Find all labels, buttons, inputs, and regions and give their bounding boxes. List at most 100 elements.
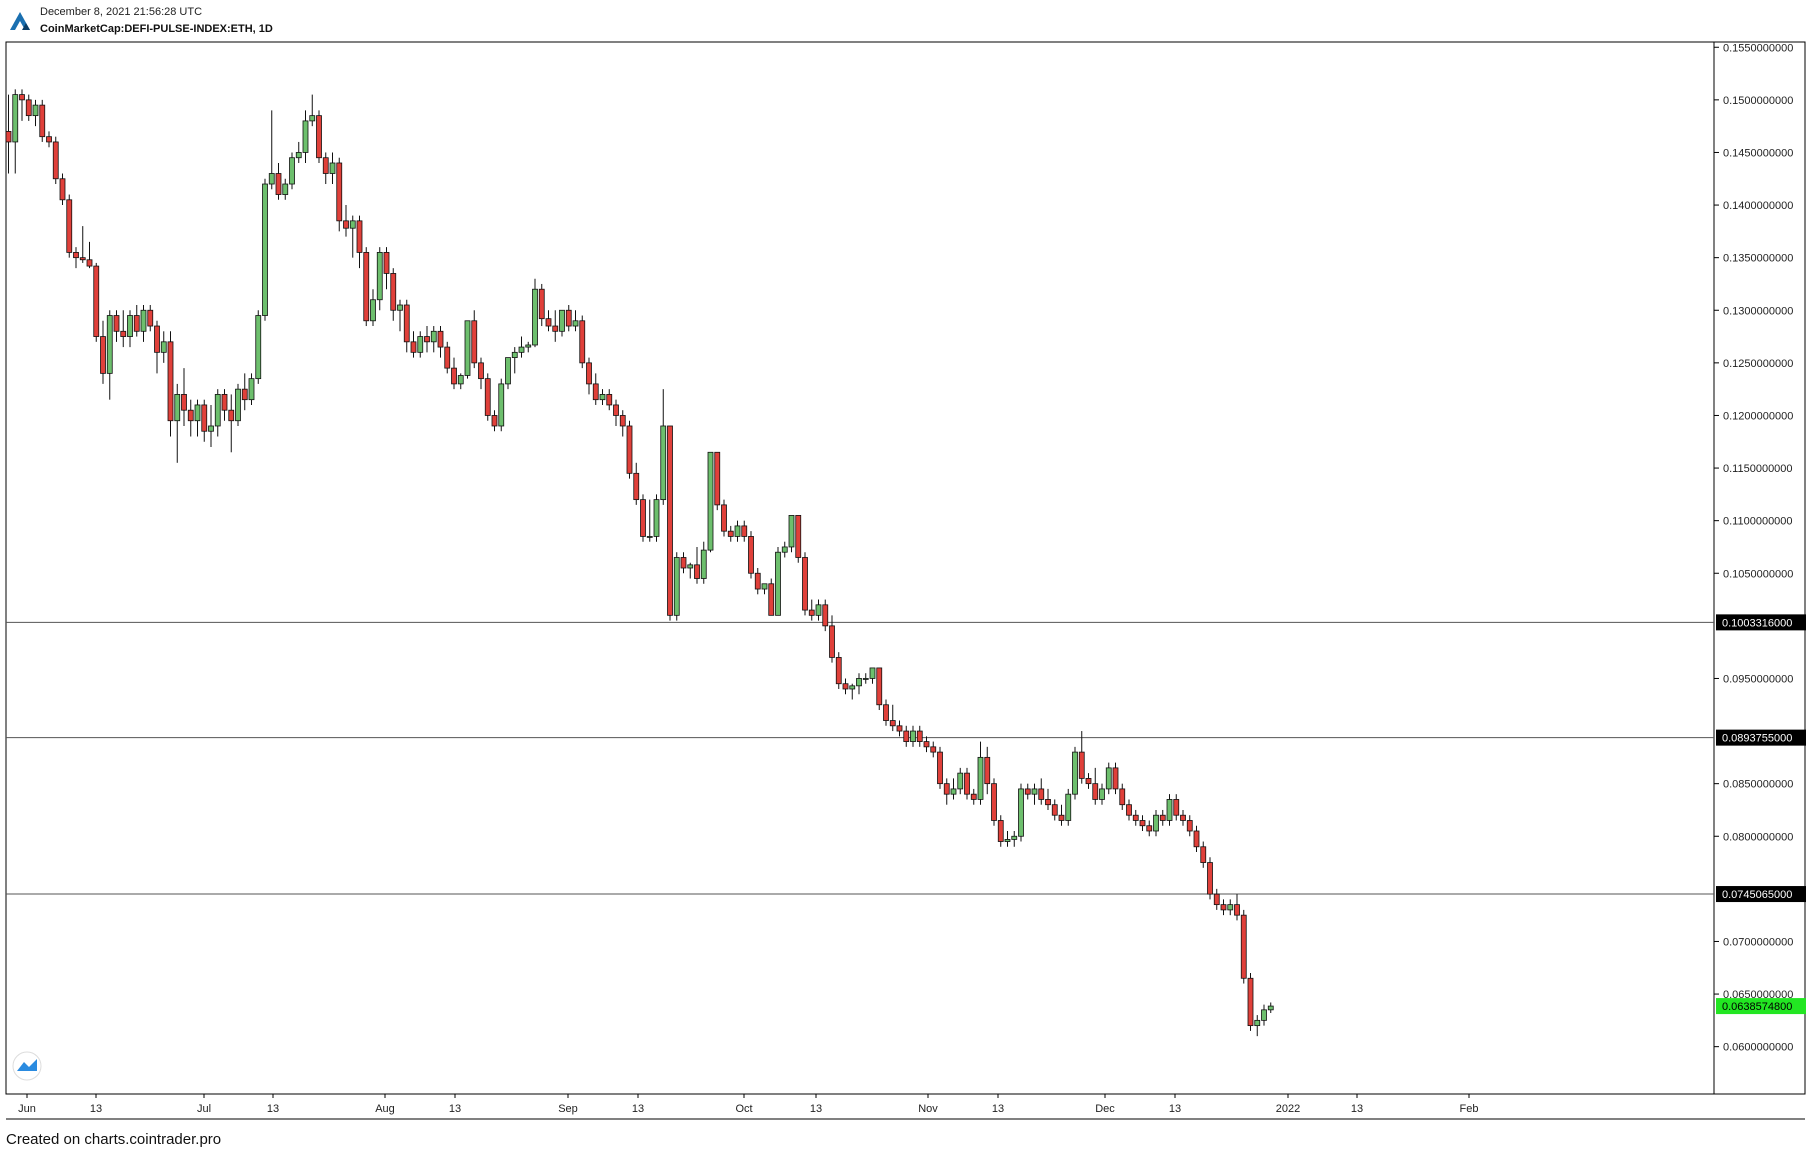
candle-body [437,330,444,348]
chart-border [5,41,1806,1095]
candle-up [457,373,464,390]
candle-down [923,736,930,753]
level-label: 0.0745065000 [1722,889,1792,901]
candle-up [32,99,39,127]
candle-body [1065,793,1072,821]
candle-down [835,652,842,689]
candle-body [1254,1019,1261,1027]
candle-down [471,310,478,369]
candle-body [991,783,997,821]
candle-up [511,347,518,374]
candle-body [471,320,478,364]
candle-body [930,746,937,753]
candle-body [883,704,889,721]
candle-body [1018,788,1024,837]
candle-body [808,609,815,616]
y-tick-label: 0.0700000000 [1723,936,1793,948]
candle-up [1267,1002,1274,1013]
candle-down [592,373,599,405]
candle-body [1045,799,1051,806]
candle-up [700,541,707,584]
candle-body [160,341,167,353]
y-tick-label: 0.0600000000 [1723,1042,1793,1054]
candle-body [707,451,714,551]
candle-down [410,331,417,358]
candle-up [309,94,316,127]
candles [5,89,1274,1037]
candle-down [437,326,444,358]
x-tick-label: 13 [632,1103,644,1115]
candle-up [505,357,511,390]
candle-body [1173,799,1180,816]
candle-body [889,720,896,727]
candle-down [46,131,52,148]
candle-body [1153,814,1159,832]
candle-body [262,183,268,316]
x-tick-label: 13 [267,1103,279,1115]
candle-up [1227,899,1234,916]
candle-body [282,183,289,195]
cointrader-logo-icon [8,8,32,32]
candle-up [653,494,660,542]
candle-down [5,94,12,174]
candle-up [1011,831,1018,847]
candle-down [201,399,208,442]
candle-body [113,315,120,332]
candle-body [383,251,390,274]
candle-body [552,325,559,332]
candle-up [1261,1004,1267,1026]
candle-body [370,299,376,322]
candle-down [606,389,613,411]
candle-body [525,344,532,348]
candle-body [869,667,876,679]
candle-up [160,331,167,363]
level-label-bg [1716,614,1806,631]
candle-body [343,220,349,229]
candle-down [52,136,59,185]
candle-body [1105,767,1112,790]
candle-up [1004,831,1011,847]
y-tick-label: 0.1550000000 [1723,42,1793,54]
candle-body [46,136,52,143]
candle-down [241,373,248,411]
candle-body [302,120,309,153]
candle-down [829,615,835,663]
candle-body [619,415,626,427]
candle-down [1045,788,1051,810]
candle-body [856,678,862,687]
candle-up [775,546,781,616]
candle-body [957,772,964,790]
candle-body [1119,788,1126,806]
time-axis: Jun 13 Jul 13 Aug 13 Sep 13 Oct 13 Nov 13 Dec 13 2022 1… [18,1094,1478,1115]
candle-down [997,815,1004,847]
y-tick-label: 0.0850000000 [1723,779,1793,791]
candle-body [646,536,653,538]
candle-down [896,720,903,737]
candle-up [289,152,295,190]
candle-body [721,504,727,532]
x-tick-label: 13 [1351,1103,1363,1115]
candle-body [1011,835,1018,840]
candle-body [32,104,39,117]
candle-body [849,685,856,690]
candle-down [1085,773,1092,789]
candle-up [498,378,505,432]
candle-up [208,404,214,448]
y-tick-label: 0.1150000000 [1723,463,1793,475]
candle-body [1146,825,1153,832]
x-tick-label: Feb [1460,1103,1479,1115]
candle-down [167,331,174,437]
candle-body [79,257,86,261]
candle-body [12,94,19,143]
candle-down [1126,799,1132,821]
candle-body [876,667,883,706]
candle-body [1072,751,1078,795]
candle-down [1058,804,1065,826]
candle-body [147,309,154,327]
y-tick-label: 0.1200000000 [1723,410,1793,422]
candle-body [127,315,133,337]
candle-down [694,546,700,584]
candle-body [1180,814,1186,821]
candle-up [1105,762,1112,795]
